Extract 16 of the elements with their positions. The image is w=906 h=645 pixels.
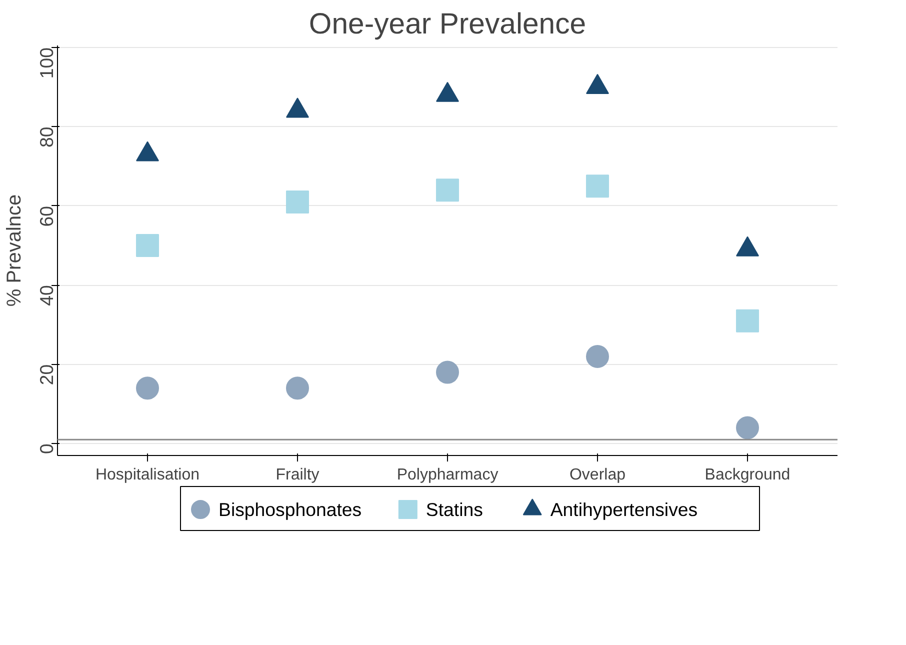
x-tick-label: Frailty xyxy=(276,466,320,484)
legend-label: Antihypertensives xyxy=(550,499,698,520)
x-tick-label: Polypharmacy xyxy=(396,466,498,484)
x-tick-label: Overlap xyxy=(569,466,626,484)
y-tick-label: 40 xyxy=(36,285,57,306)
legend-label: Statins xyxy=(426,499,483,520)
chart-title: One-year Prevalence xyxy=(308,8,586,40)
y-tick-label: 20 xyxy=(36,364,57,386)
x-tick-label: Hospitalisation xyxy=(95,466,200,484)
legend-label: Bisphosphonates xyxy=(218,499,362,520)
y-tick-label: 100 xyxy=(36,47,57,79)
y-tick-label: 80 xyxy=(36,126,57,148)
y-tick-label: 0 xyxy=(36,444,57,454)
y-tick-label: 60 xyxy=(36,206,57,227)
x-tick-label: Background xyxy=(704,466,790,484)
y-axis-title: % Prevalnce xyxy=(4,194,26,307)
